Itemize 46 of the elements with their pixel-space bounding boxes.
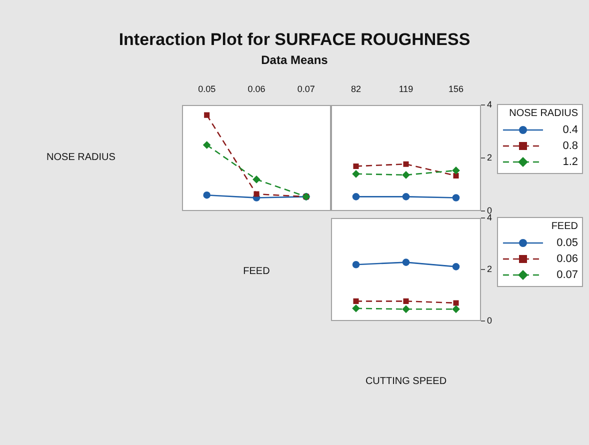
legend-label: 1.2	[562, 156, 578, 168]
point	[402, 306, 410, 313]
chart-title: Interaction Plot for SURFACE ROUGHNESS	[118, 30, 472, 50]
x-tick-label: 0.06	[248, 84, 266, 94]
point	[403, 298, 409, 304]
point	[203, 141, 210, 149]
y-tick-label: 4	[487, 99, 492, 110]
point	[453, 300, 459, 306]
x-tick-label: 82	[350, 84, 362, 94]
chart-subtitle: Data Means	[260, 53, 329, 67]
point	[352, 193, 360, 200]
x-axis-title: CUTTING SPEED	[364, 376, 448, 387]
point	[254, 191, 260, 197]
x-tick-label: 0.07	[297, 84, 315, 94]
point	[452, 166, 460, 174]
x-axis-title: FEED	[242, 266, 271, 277]
point	[203, 191, 210, 199]
x-tick-label: 119	[398, 84, 414, 94]
point	[204, 112, 210, 118]
point	[453, 172, 459, 179]
point	[352, 304, 360, 312]
legend-label: 0.8	[562, 140, 578, 152]
legend-label: 0.4	[562, 124, 578, 136]
legend-title: FEED	[550, 221, 578, 233]
point	[402, 171, 410, 179]
point	[403, 161, 409, 167]
point	[452, 263, 460, 270]
text: 0.05	[556, 237, 578, 249]
y-tick-label: 2	[487, 264, 492, 274]
x-tick-label: 156	[448, 84, 464, 94]
y-tick-label: 2	[487, 152, 492, 162]
point	[252, 176, 260, 184]
x-tick-label: 0.05	[198, 84, 216, 94]
point	[452, 194, 460, 202]
point	[353, 298, 359, 304]
point	[402, 258, 410, 266]
legend-label: 0.07	[556, 269, 578, 281]
point	[352, 260, 360, 268]
y-tick-label: 0	[487, 315, 492, 326]
text: 0.06	[556, 253, 578, 265]
point	[402, 193, 410, 200]
legend-title: NOSE RADIUS	[508, 108, 578, 120]
point	[452, 306, 460, 313]
point	[353, 163, 359, 169]
y-axis-title: NOSE RADIUS	[46, 152, 116, 163]
point	[352, 170, 360, 178]
